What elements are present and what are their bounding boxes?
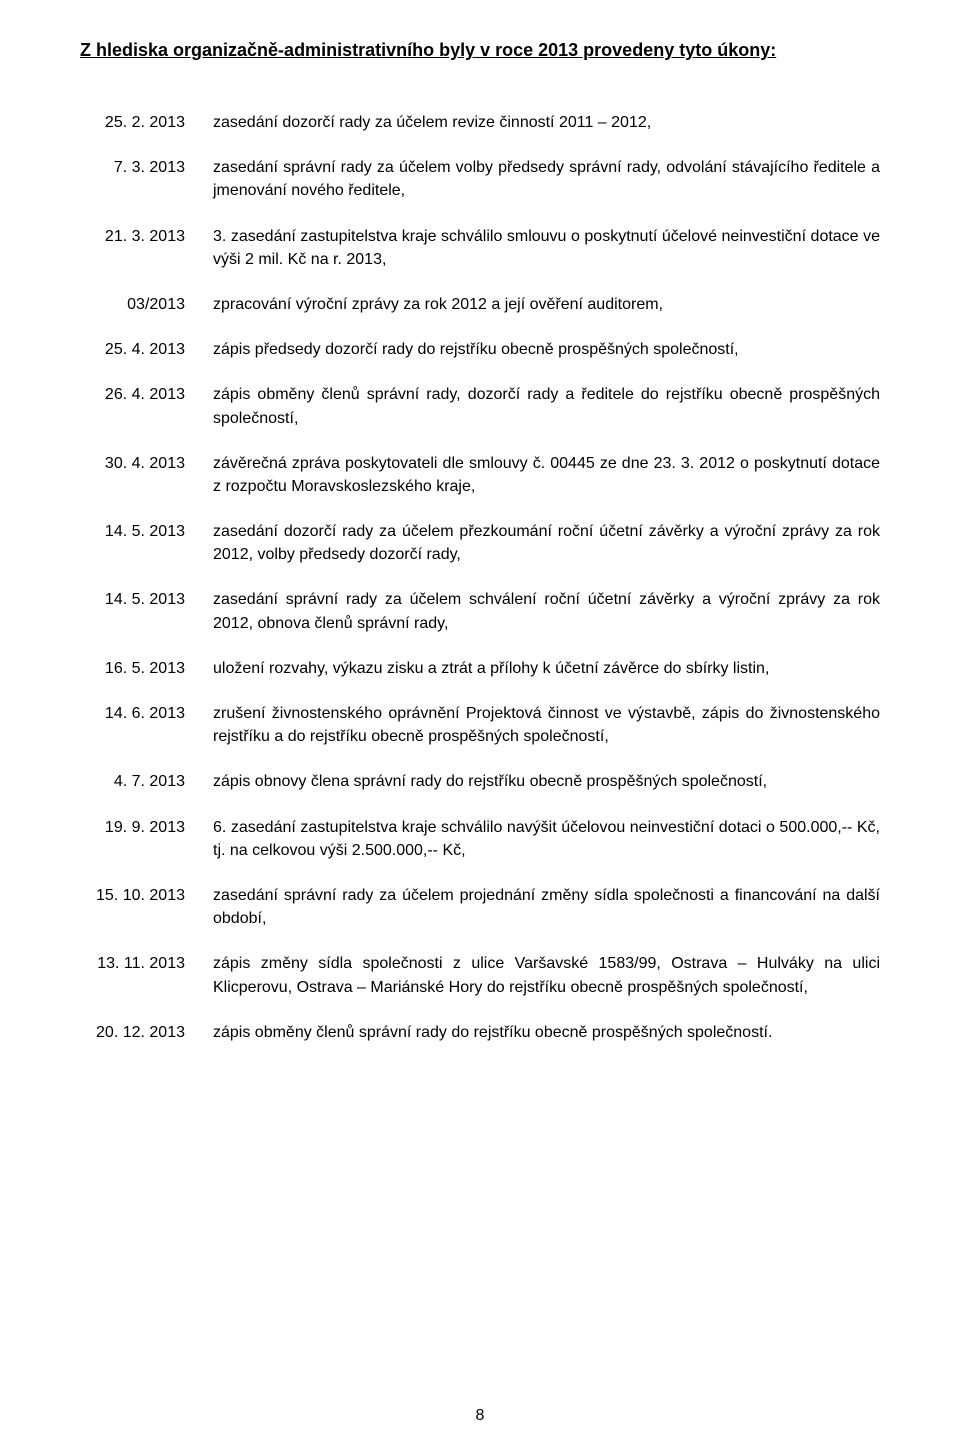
- entry-date: 14. 5. 2013: [80, 588, 213, 611]
- list-item: 16. 5. 2013 uložení rozvahy, výkazu zisk…: [80, 657, 880, 680]
- entry-date: 20. 12. 2013: [80, 1021, 213, 1044]
- list-item: 30. 4. 2013 závěrečná zpráva poskytovate…: [80, 452, 880, 498]
- list-item: 14. 5. 2013 zasedání dozorčí rady za úče…: [80, 520, 880, 566]
- list-item: 19. 9. 2013 6. zasedání zastupitelstva k…: [80, 816, 880, 862]
- list-item: 15. 10. 2013 zasedání správní rady za úč…: [80, 884, 880, 930]
- entry-date: 26. 4. 2013: [80, 383, 213, 406]
- list-item: 03/2013 zpracování výroční zprávy za rok…: [80, 293, 880, 316]
- entry-date: 14. 6. 2013: [80, 702, 213, 725]
- entry-list: 25. 2. 2013 zasedání dozorčí rady za úče…: [80, 111, 880, 1044]
- entry-description: zápis obměny členů správní rady, dozorčí…: [213, 383, 880, 429]
- entry-description: zasedání správní rady za účelem projedná…: [213, 884, 880, 930]
- entry-date: 25. 2. 2013: [80, 111, 213, 134]
- entry-date: 14. 5. 2013: [80, 520, 213, 543]
- entry-description: zápis změny sídla společnosti z ulice Va…: [213, 952, 880, 998]
- entry-date: 16. 5. 2013: [80, 657, 213, 680]
- entry-date: 7. 3. 2013: [80, 156, 213, 179]
- list-item: 13. 11. 2013 zápis změny sídla společnos…: [80, 952, 880, 998]
- page-title: Z hlediska organizačně-administrativního…: [80, 40, 880, 61]
- entry-date: 03/2013: [80, 293, 213, 316]
- entry-date: 13. 11. 2013: [80, 952, 213, 975]
- entry-date: 21. 3. 2013: [80, 225, 213, 248]
- entry-description: 6. zasedání zastupitelstva kraje schváli…: [213, 816, 880, 862]
- entry-description: zasedání dozorčí rady za účelem přezkoum…: [213, 520, 880, 566]
- entry-description: zasedání dozorčí rady za účelem revize č…: [213, 111, 880, 134]
- entry-description: zápis obnovy člena správní rady do rejst…: [213, 770, 880, 793]
- list-item: 21. 3. 2013 3. zasedání zastupitelstva k…: [80, 225, 880, 271]
- entry-description: zpracování výroční zprávy za rok 2012 a …: [213, 293, 880, 316]
- entry-description: 3. zasedání zastupitelstva kraje schváli…: [213, 225, 880, 271]
- list-item: 26. 4. 2013 zápis obměny členů správní r…: [80, 383, 880, 429]
- entry-date: 25. 4. 2013: [80, 338, 213, 361]
- entry-date: 4. 7. 2013: [80, 770, 213, 793]
- list-item: 14. 6. 2013 zrušení živnostenského opráv…: [80, 702, 880, 748]
- entry-description: zasedání správní rady za účelem volby př…: [213, 156, 880, 202]
- entry-date: 30. 4. 2013: [80, 452, 213, 475]
- document-page: Z hlediska organizačně-administrativního…: [0, 0, 960, 1455]
- list-item: 20. 12. 2013 zápis obměny členů správní …: [80, 1021, 880, 1044]
- entry-description: zasedání správní rady za účelem schválen…: [213, 588, 880, 634]
- list-item: 25. 2. 2013 zasedání dozorčí rady za úče…: [80, 111, 880, 134]
- list-item: 4. 7. 2013 zápis obnovy člena správní ra…: [80, 770, 880, 793]
- entry-date: 15. 10. 2013: [80, 884, 213, 907]
- entry-description: závěrečná zpráva poskytovateli dle smlou…: [213, 452, 880, 498]
- entry-description: zápis obměny členů správní rady do rejst…: [213, 1021, 880, 1044]
- entry-description: zápis předsedy dozorčí rady do rejstříku…: [213, 338, 880, 361]
- entry-description: uložení rozvahy, výkazu zisku a ztrát a …: [213, 657, 880, 680]
- entry-date: 19. 9. 2013: [80, 816, 213, 839]
- page-number: 8: [0, 1407, 960, 1425]
- entry-description: zrušení živnostenského oprávnění Projekt…: [213, 702, 880, 748]
- list-item: 7. 3. 2013 zasedání správní rady za účel…: [80, 156, 880, 202]
- list-item: 14. 5. 2013 zasedání správní rady za úče…: [80, 588, 880, 634]
- list-item: 25. 4. 2013 zápis předsedy dozorčí rady …: [80, 338, 880, 361]
